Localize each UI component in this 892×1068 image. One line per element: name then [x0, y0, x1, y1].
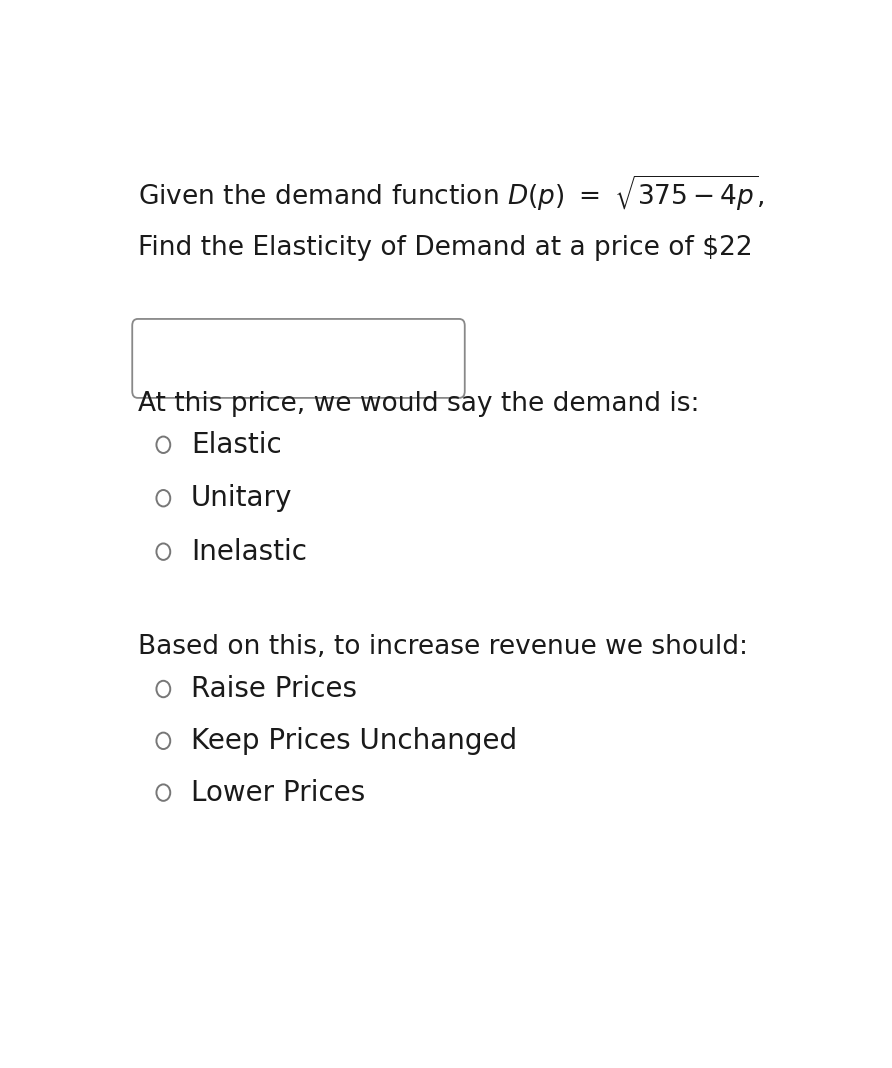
Text: Given the demand function $D(p)\ =\ \sqrt{375-4p},$: Given the demand function $D(p)\ =\ \sqr…: [137, 173, 764, 214]
Text: Elastic: Elastic: [191, 430, 282, 459]
Text: Inelastic: Inelastic: [191, 537, 307, 566]
Text: Raise Prices: Raise Prices: [191, 675, 357, 703]
Text: Find the Elasticity of Demand at a price of $22: Find the Elasticity of Demand at a price…: [137, 235, 752, 261]
Text: At this price, we would say the demand is:: At this price, we would say the demand i…: [137, 391, 699, 418]
FancyBboxPatch shape: [132, 319, 465, 398]
Text: Unitary: Unitary: [191, 484, 293, 513]
Text: Lower Prices: Lower Prices: [191, 779, 365, 806]
Text: Based on this, to increase revenue we should:: Based on this, to increase revenue we sh…: [137, 634, 747, 660]
Text: Keep Prices Unchanged: Keep Prices Unchanged: [191, 727, 517, 755]
